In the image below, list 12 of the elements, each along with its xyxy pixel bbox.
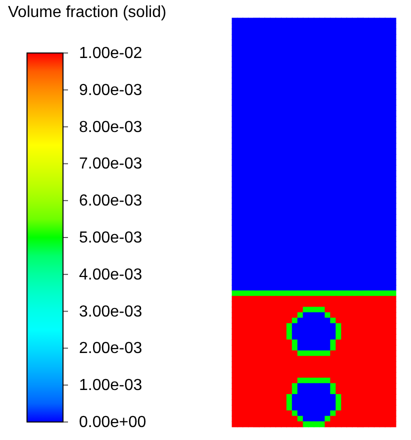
- color-bar-label: 3.00e-03: [79, 303, 142, 320]
- color-bar-label: 0.00e+00: [79, 414, 146, 431]
- color-bar-label: 1.00e-02: [79, 45, 142, 62]
- color-bar-label: 6.00e-03: [79, 192, 142, 210]
- color-bar-label: 5.00e-03: [79, 230, 142, 246]
- color-bar-label: 2.00e-03: [79, 340, 142, 358]
- color-bar-label: 4.00e-03: [79, 266, 142, 284]
- color-bar-title: Volume fraction (solid): [8, 4, 166, 21]
- color-bar-label: 7.00e-03: [79, 156, 142, 173]
- color-bar-label: 1.00e-03: [79, 377, 142, 394]
- color-bar-label: 9.00e-03: [79, 82, 142, 99]
- color-bar-label: 8.00e-03: [79, 118, 142, 136]
